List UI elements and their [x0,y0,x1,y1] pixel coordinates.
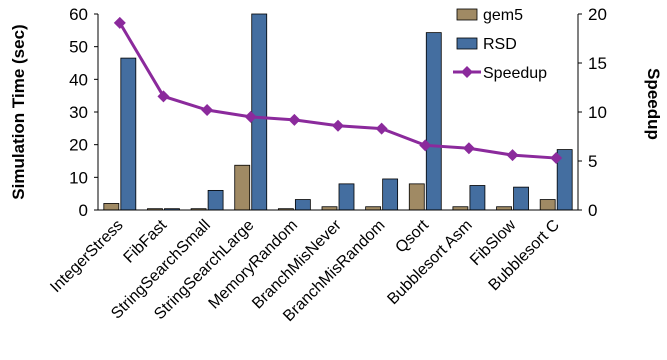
bar-rsd-8 [469,185,486,211]
bar-rsd-0 [120,57,137,211]
bar-rsd-9 [513,186,529,211]
y-tick-label-2: 20 [69,136,88,155]
legend-swatch-gem5 [456,8,478,21]
y2-tick-label-3: 15 [588,54,607,73]
y2-tick-label-1: 5 [588,152,597,171]
bar-gem5-7 [408,183,425,211]
x-tick-label-0: IntegerStress [47,217,126,296]
bar-rsd-6 [382,178,399,211]
x-tick-label-7: Qsort [392,216,432,256]
y2-tick-label-2: 10 [588,103,607,122]
bar-rsd-3 [251,13,268,211]
y2-tick-label-4: 20 [588,5,607,24]
y-tick-label-4: 40 [69,70,88,89]
legend-marker-speedup [461,66,473,78]
y2-tick-label-0: 0 [588,201,597,220]
y-tick-label-6: 60 [69,5,88,24]
bar-rsd-4 [294,199,311,211]
bar-gem5-10 [539,199,556,211]
point-speedup-7 [419,139,432,152]
legend-label-gem5: gem5 [483,7,523,24]
bar-rsd-5 [338,183,355,211]
y-tick-label-3: 30 [69,103,88,122]
point-speedup-0 [113,16,126,29]
legend-label-rsd: RSD [483,36,517,53]
bar-rsd-7 [425,32,442,211]
point-speedup-6 [375,122,388,135]
point-speedup-5 [332,119,344,132]
y-tick-label-0: 0 [79,201,88,220]
y2-axis-title: Speedup [644,68,663,140]
legend-swatch-rsd [456,37,478,50]
legend-label-speedup: Speedup [483,65,547,82]
point-speedup-9 [506,149,519,162]
point-speedup-10 [550,152,563,165]
point-speedup-8 [462,142,475,155]
point-speedup-3 [244,110,257,123]
y-axis-title: Simulation Time (sec) [9,24,28,199]
point-speedup-2 [201,104,214,117]
bar-gem5-3 [234,164,251,211]
y-tick-label-5: 50 [69,38,88,57]
bar-gem5-0 [103,203,120,211]
bar-rsd-2 [207,189,224,211]
point-speedup-1 [157,90,170,103]
point-speedup-4 [288,113,301,126]
y-tick-label-1: 10 [69,168,88,187]
